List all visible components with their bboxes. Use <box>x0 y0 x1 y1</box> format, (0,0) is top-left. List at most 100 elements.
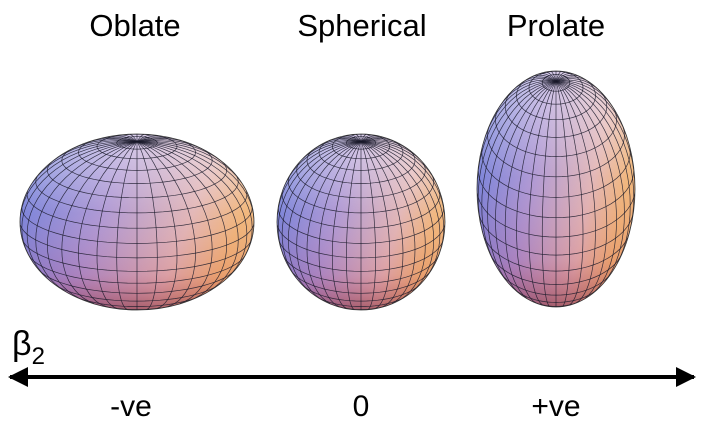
mesh-line <box>360 141 441 279</box>
mesh-line <box>360 141 437 183</box>
mesh-line <box>360 138 394 142</box>
axis-label: -ve <box>110 390 152 423</box>
mesh-line <box>477 170 635 219</box>
mesh-line <box>555 81 571 307</box>
outline <box>19 133 255 311</box>
mesh-line <box>296 160 426 199</box>
mesh-line <box>555 71 561 82</box>
mesh-line <box>285 141 362 183</box>
mesh-line <box>528 81 557 306</box>
mesh-line <box>136 141 239 292</box>
mesh-line <box>539 73 557 82</box>
mesh-line <box>21 238 253 272</box>
mesh-line <box>26 191 248 229</box>
mesh-line <box>360 141 376 310</box>
mesh-line <box>318 141 362 308</box>
mesh-line <box>61 141 138 304</box>
shape-label: Prolate <box>507 8 605 43</box>
mesh-line <box>96 141 138 309</box>
mesh-line <box>555 78 601 92</box>
mesh-line <box>360 135 379 142</box>
mesh-line <box>555 71 568 82</box>
shape-label: Spherical <box>297 8 426 43</box>
mesh-line <box>71 139 138 150</box>
mesh-line <box>300 140 362 162</box>
shape-label: Oblate <box>89 8 180 43</box>
mesh-line <box>20 141 138 216</box>
mesh-line <box>277 221 445 259</box>
mesh-line <box>555 81 584 306</box>
mesh-line <box>136 141 254 223</box>
mesh-line <box>498 79 557 108</box>
mesh-line <box>360 141 445 223</box>
mesh-line <box>306 141 362 304</box>
subscript: 2 <box>32 343 45 370</box>
beta: β <box>12 325 32 363</box>
mesh-line <box>38 269 236 294</box>
mesh-line <box>500 273 612 296</box>
mesh-line <box>516 81 557 304</box>
mesh-line <box>360 141 404 308</box>
axis-symbol: β2 <box>12 325 45 370</box>
mesh-line <box>555 76 587 82</box>
mesh-line <box>360 141 416 304</box>
mesh-line <box>331 141 362 309</box>
mesh-line <box>489 253 623 285</box>
mesh-line <box>555 80 635 234</box>
mesh-line <box>360 141 445 256</box>
mesh-line <box>47 160 227 199</box>
mesh-line <box>360 139 408 150</box>
mesh-line <box>314 139 362 150</box>
ellipsoids <box>19 70 636 311</box>
mesh-line <box>21 207 253 244</box>
mesh-line <box>136 141 213 304</box>
mesh-line <box>346 141 362 310</box>
mesh-line <box>290 269 432 294</box>
mesh-line <box>328 138 362 142</box>
mesh-line <box>26 141 138 279</box>
mesh-line <box>360 141 391 309</box>
mesh-line <box>555 79 614 108</box>
mesh-line <box>360 140 422 162</box>
mesh-line <box>477 80 557 234</box>
mesh-line <box>281 191 441 229</box>
mesh-line <box>511 78 557 92</box>
mesh-line <box>504 81 557 299</box>
mesh-line <box>555 80 617 296</box>
mesh-line <box>47 141 138 302</box>
axis-label: 0 <box>353 390 370 423</box>
mesh-line <box>136 140 222 162</box>
mesh-line <box>136 141 242 183</box>
mesh-line <box>477 80 557 180</box>
mesh-line <box>287 141 362 292</box>
mesh-line <box>544 71 557 82</box>
mesh-line <box>555 80 625 283</box>
mesh-line <box>514 289 598 303</box>
mesh-line <box>21 141 138 256</box>
mesh-line <box>35 141 138 292</box>
mesh-line <box>116 141 138 310</box>
mesh-line <box>281 141 362 279</box>
mesh-line <box>136 139 203 150</box>
mesh-line <box>487 80 557 283</box>
mesh-line <box>136 134 145 142</box>
mesh-line <box>555 80 631 265</box>
mesh-line <box>541 81 557 307</box>
mesh-line <box>136 141 227 302</box>
mesh <box>477 71 635 307</box>
mesh-line <box>136 141 196 308</box>
mesh-line <box>129 134 138 142</box>
mesh-line <box>355 134 362 142</box>
mesh-line <box>360 141 435 292</box>
mesh-line <box>555 80 627 137</box>
mesh-line <box>277 141 362 256</box>
mesh-line <box>136 135 162 142</box>
mesh-line <box>136 141 178 309</box>
mesh-line <box>136 141 248 279</box>
outline <box>276 133 446 311</box>
mesh-line <box>302 285 420 302</box>
outline <box>476 70 636 308</box>
mesh-line <box>525 76 557 82</box>
mesh-line <box>360 134 367 142</box>
